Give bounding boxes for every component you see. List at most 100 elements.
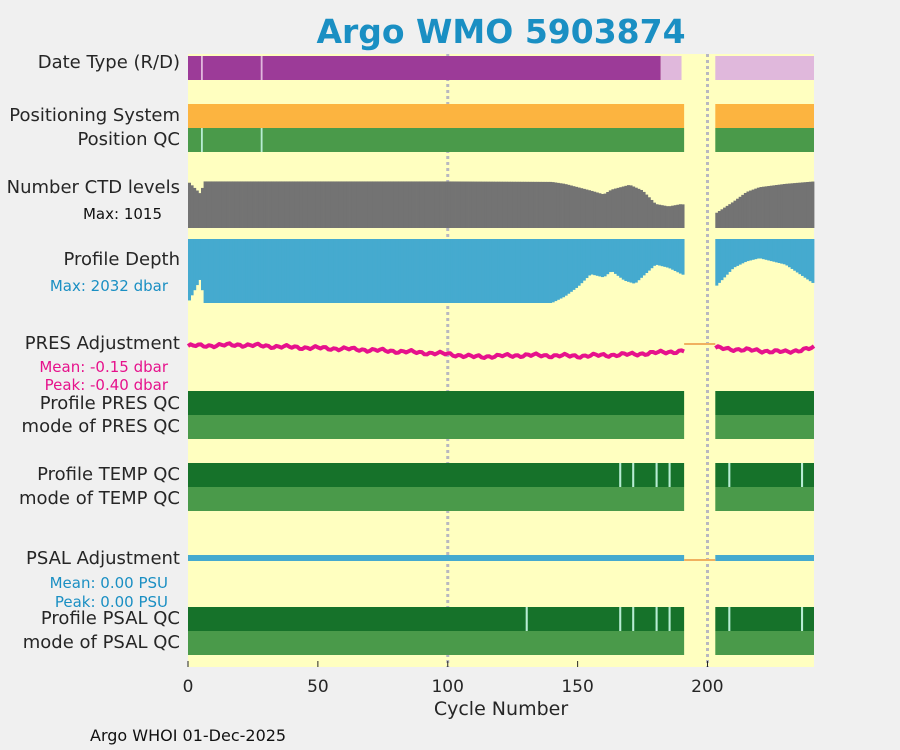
profile-depth-bar — [723, 239, 727, 278]
profile-depth-bar — [224, 239, 228, 303]
ctd-levels-bar — [476, 181, 480, 228]
profile-depth-bar — [665, 239, 669, 268]
ctd-levels-bar — [762, 186, 766, 228]
profile-depth-bar — [276, 239, 280, 303]
profile-temp-qc-flag — [728, 463, 731, 487]
profile-depth-bar — [782, 239, 786, 265]
profile-depth-bar — [330, 239, 334, 303]
ctd-levels-bar — [772, 185, 776, 228]
ctd-levels-bar — [255, 181, 259, 228]
profile-depth-bar — [749, 239, 753, 261]
profile-pres-qc-bar — [188, 391, 685, 415]
profile-depth-bar — [564, 239, 568, 296]
profile-depth-bar — [489, 239, 493, 303]
profile-depth-bar — [250, 239, 254, 303]
profile-depth-bar — [400, 239, 404, 303]
profile-psal-qc-flag — [728, 607, 731, 631]
profile-depth-bar — [307, 239, 311, 303]
ctd-levels-bar — [541, 181, 545, 228]
profile-depth-bar — [588, 239, 592, 276]
ctd-levels-bar — [749, 190, 753, 228]
ctd-levels-bar — [639, 189, 643, 228]
ctd-levels-bar — [621, 186, 625, 228]
ctd-levels-bar — [489, 181, 493, 228]
ctd-levels-bar — [780, 184, 784, 228]
ctd-levels-bar — [273, 181, 277, 228]
ctd-levels-bar — [746, 191, 750, 228]
ctd-levels-bar — [588, 190, 592, 228]
ctd-levels-bar — [390, 181, 394, 228]
positioning-system-bar — [188, 104, 685, 128]
profile-depth-bar — [263, 239, 267, 303]
ctd-levels-bar — [751, 189, 755, 228]
ctd-levels-bar — [634, 187, 638, 228]
profile-depth-bar — [639, 239, 643, 278]
profile-depth-bar — [393, 239, 397, 303]
x-tick-label: 200 — [691, 677, 724, 697]
profile-depth-bar — [720, 239, 724, 281]
profile-depth-bar — [271, 239, 275, 303]
profile-depth-bar — [382, 239, 386, 303]
profile-depth-bar — [530, 239, 534, 303]
profile-depth-bar — [497, 239, 501, 303]
ctd-levels-bar — [619, 187, 623, 228]
profile-depth-bar — [388, 239, 392, 303]
ctd-levels-bar — [278, 181, 282, 228]
ctd-levels-bar — [723, 207, 727, 228]
profile-depth-bar — [751, 239, 755, 260]
profile-depth-bar — [390, 239, 394, 303]
profile-depth-bar — [304, 239, 308, 303]
profile-depth-bar — [216, 239, 220, 303]
profile-depth-bar — [743, 239, 747, 263]
ctd-levels-bar — [764, 186, 768, 228]
profile-depth-bar — [606, 239, 610, 275]
profile-depth-bar — [258, 239, 262, 303]
ctd-levels-bar — [538, 181, 542, 228]
ctd-levels-bar — [624, 185, 628, 228]
ctd-levels-bar — [808, 181, 812, 228]
ctd-levels-bar — [380, 181, 384, 228]
ctd-levels-bar — [395, 181, 399, 228]
profile-depth-bar — [245, 239, 249, 303]
profile-depth-bar — [289, 239, 293, 303]
profile-psal-qc-bar — [188, 607, 685, 631]
ctd-levels-bar — [310, 181, 314, 228]
position-qc-bar — [715, 128, 814, 152]
profile-depth-bar — [208, 239, 212, 303]
ctd-levels-bar — [325, 181, 329, 228]
row-label-mode-temp-qc: mode of TEMP QC — [18, 488, 180, 509]
ctd-levels-bar — [388, 181, 392, 228]
profile-depth-bar — [663, 239, 667, 267]
row-label-positioning-system: Positioning System — [9, 105, 180, 126]
profile-depth-bar — [362, 239, 366, 303]
ctd-levels-bar — [336, 181, 340, 228]
ctd-levels-bar — [717, 211, 721, 228]
profile-depth-bar — [434, 239, 438, 303]
profile-depth-bar — [603, 239, 607, 277]
profile-psal-qc-flag — [655, 607, 658, 631]
profile-depth-bar — [297, 239, 301, 303]
ctd-levels-bar — [268, 181, 272, 228]
profile-temp-qc-flag — [801, 463, 804, 487]
profile-depth-bar — [754, 239, 758, 260]
ctd-levels-bar — [421, 181, 425, 228]
profile-depth-bar — [193, 239, 197, 291]
ctd-levels-bar — [593, 191, 597, 228]
profile-depth-bar — [806, 239, 810, 280]
profile-depth-bar — [419, 239, 423, 303]
ctd-levels-bar — [346, 181, 350, 228]
ctd-levels-bar — [289, 181, 293, 228]
profile-depth-bar — [598, 239, 602, 277]
profile-depth-bar — [364, 239, 368, 303]
pres-peak-text: Peak: -0.40 dbar — [44, 376, 168, 394]
ctd-levels-bar — [668, 206, 672, 228]
row-label-date-type: Date Type (R/D) — [37, 52, 180, 73]
profile-depth-bar — [229, 239, 233, 303]
profile-depth-bar — [442, 239, 446, 303]
profile-depth-bar — [349, 239, 353, 303]
ctd-levels-bar — [465, 181, 469, 228]
ctd-levels-bar — [226, 181, 230, 228]
ctd-levels-bar — [626, 185, 630, 228]
ctd-levels-bar — [219, 181, 223, 228]
ctd-levels-bar — [229, 181, 233, 228]
